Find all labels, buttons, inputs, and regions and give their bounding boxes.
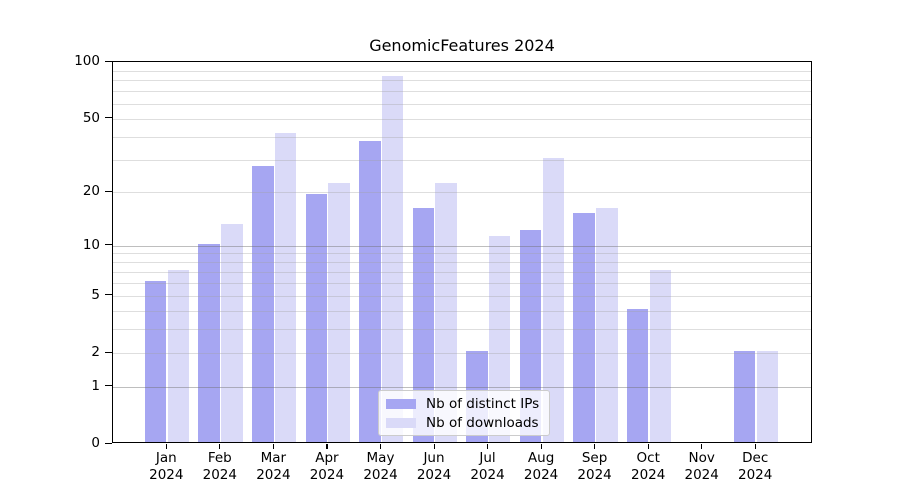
bar-nb-of-distinct-ips-may-2024 bbox=[359, 140, 381, 442]
x-tick-label-oct-2024: Oct 2024 bbox=[631, 450, 666, 483]
x-tick-dec-2024 bbox=[754, 444, 756, 449]
minor-gridline-50 bbox=[113, 118, 811, 120]
y-tick-label-100: 100 bbox=[74, 53, 100, 69]
y-tick-100 bbox=[105, 60, 112, 62]
y-tick-label-20: 20 bbox=[82, 183, 100, 199]
legend-swatch-nb-of-downloads bbox=[386, 417, 416, 428]
x-tick-oct-2024 bbox=[647, 444, 649, 449]
y-tick-0 bbox=[105, 442, 112, 444]
legend-row-nb-of-distinct-ips: Nb of distinct IPs bbox=[386, 394, 539, 413]
bar-nb-of-distinct-ips-mar-2024 bbox=[252, 166, 274, 442]
minor-gridline-60 bbox=[113, 103, 811, 105]
x-tick-label-jul-2024: Jul 2024 bbox=[470, 450, 505, 483]
minor-gridline-3 bbox=[113, 329, 811, 331]
x-tick-label-sep-2024: Sep 2024 bbox=[577, 450, 612, 483]
x-tick-label-mar-2024: Mar 2024 bbox=[256, 450, 291, 483]
minor-gridline-6 bbox=[113, 282, 811, 284]
minor-gridline-80 bbox=[113, 80, 811, 82]
y-tick-label-50: 50 bbox=[82, 109, 100, 126]
bar-nb-of-distinct-ips-feb-2024 bbox=[198, 243, 220, 442]
y-tick-2 bbox=[105, 351, 112, 353]
bar-nb-of-downloads-jun-2024 bbox=[435, 182, 457, 442]
y-tick-1 bbox=[105, 385, 112, 387]
y-tick-label-0: 0 bbox=[91, 435, 100, 451]
legend-swatch-nb-of-distinct-ips bbox=[386, 398, 416, 409]
minor-gridline-2 bbox=[113, 353, 811, 355]
bar-nb-of-downloads-sep-2024 bbox=[596, 207, 618, 442]
x-tick-apr-2024 bbox=[326, 444, 328, 449]
x-tick-label-dec-2024: Dec 2024 bbox=[738, 450, 773, 483]
major-gridline-10 bbox=[113, 245, 811, 247]
minor-gridline-4 bbox=[113, 310, 811, 312]
plot-area bbox=[112, 61, 812, 443]
bar-nb-of-distinct-ips-aug-2024 bbox=[519, 229, 542, 442]
x-tick-jan-2024 bbox=[165, 444, 167, 449]
x-tick-jun-2024 bbox=[433, 444, 435, 449]
y-tick-label-2: 2 bbox=[91, 344, 100, 361]
minor-gridline-5 bbox=[113, 295, 811, 297]
legend: Nb of distinct IPs Nb of downloads bbox=[378, 390, 551, 436]
minor-gridline-7 bbox=[113, 271, 811, 273]
x-tick-jul-2024 bbox=[487, 444, 489, 449]
x-tick-may-2024 bbox=[380, 444, 382, 449]
bar-nb-of-downloads-aug-2024 bbox=[542, 157, 565, 442]
bar-nb-of-distinct-ips-dec-2024 bbox=[733, 351, 756, 442]
minor-gridline-30 bbox=[113, 159, 811, 161]
x-tick-aug-2024 bbox=[540, 444, 542, 449]
bar-nb-of-distinct-ips-sep-2024 bbox=[573, 212, 595, 442]
y-tick-label-10: 10 bbox=[82, 236, 100, 253]
bar-nb-of-downloads-feb-2024 bbox=[221, 223, 243, 442]
legend-row-nb-of-downloads: Nb of downloads bbox=[386, 413, 539, 432]
x-tick-label-may-2024: May 2024 bbox=[363, 450, 398, 483]
legend-label-nb-of-downloads: Nb of downloads bbox=[426, 414, 539, 431]
bar-nb-of-downloads-apr-2024 bbox=[328, 182, 350, 442]
chart-title: GenomicFeatures 2024 bbox=[369, 36, 555, 55]
x-tick-label-jun-2024: Jun 2024 bbox=[416, 450, 452, 483]
x-tick-nov-2024 bbox=[701, 444, 703, 449]
bar-nb-of-downloads-oct-2024 bbox=[649, 269, 672, 442]
x-tick-label-nov-2024: Nov 2024 bbox=[684, 450, 719, 483]
bar-nb-of-distinct-ips-jun-2024 bbox=[412, 207, 435, 442]
bar-nb-of-downloads-may-2024 bbox=[381, 76, 404, 442]
bar-nb-of-downloads-dec-2024 bbox=[756, 351, 779, 442]
x-tick-mar-2024 bbox=[272, 444, 275, 449]
major-gridline-1 bbox=[113, 386, 811, 388]
minor-gridline-90 bbox=[113, 70, 811, 72]
y-tick-10 bbox=[105, 244, 112, 246]
y-tick-20 bbox=[105, 190, 112, 192]
minor-gridline-70 bbox=[113, 91, 811, 93]
x-tick-sep-2024 bbox=[594, 444, 596, 449]
bar-nb-of-distinct-ips-apr-2024 bbox=[305, 194, 328, 442]
minor-gridline-20 bbox=[113, 192, 811, 193]
x-tick-label-jan-2024: Jan 2024 bbox=[149, 450, 184, 483]
minor-gridline-8 bbox=[113, 262, 811, 264]
y-tick-label-1: 1 bbox=[91, 377, 100, 394]
y-tick-label-5: 5 bbox=[91, 286, 100, 303]
legend-label-nb-of-distinct-ips: Nb of distinct IPs bbox=[426, 395, 540, 412]
minor-gridline-40 bbox=[113, 136, 811, 138]
y-tick-5 bbox=[105, 294, 112, 296]
y-tick-50 bbox=[105, 117, 112, 119]
minor-gridline-9 bbox=[113, 253, 811, 255]
bar-nb-of-downloads-mar-2024 bbox=[274, 132, 297, 442]
bar-nb-of-downloads-jan-2024 bbox=[167, 269, 190, 442]
bar-nb-of-distinct-ips-jan-2024 bbox=[144, 280, 167, 442]
x-tick-label-feb-2024: Feb 2024 bbox=[202, 450, 237, 483]
x-tick-label-apr-2024: Apr 2024 bbox=[309, 450, 345, 483]
x-tick-label-aug-2024: Aug 2024 bbox=[523, 450, 559, 483]
bar-nb-of-distinct-ips-oct-2024 bbox=[626, 308, 649, 442]
x-tick-feb-2024 bbox=[219, 444, 221, 449]
